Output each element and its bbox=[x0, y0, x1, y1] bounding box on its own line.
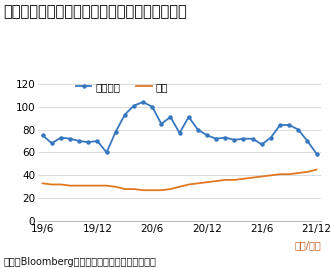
販売件数 bbox=[168, 115, 172, 118]
在庫 bbox=[159, 189, 163, 192]
在庫 bbox=[86, 184, 90, 187]
販売件数 bbox=[41, 134, 45, 137]
販売件数 bbox=[223, 136, 227, 139]
販売件数 bbox=[242, 137, 246, 140]
在庫 bbox=[314, 168, 318, 171]
販売件数 bbox=[105, 151, 109, 154]
販売件数 bbox=[123, 113, 127, 116]
販売件数 bbox=[95, 139, 99, 143]
在庫 bbox=[242, 177, 246, 180]
販売件数 bbox=[141, 100, 145, 104]
販売件数 bbox=[77, 139, 81, 143]
販売件数 bbox=[287, 123, 291, 126]
Text: 米国新築一戸建て住宅販売件数と在庫（万件）: 米国新築一戸建て住宅販売件数と在庫（万件） bbox=[3, 4, 187, 19]
在庫 bbox=[168, 187, 172, 191]
在庫 bbox=[269, 174, 273, 177]
在庫 bbox=[223, 178, 227, 181]
在庫 bbox=[251, 176, 255, 179]
在庫 bbox=[205, 181, 209, 184]
販売件数 bbox=[177, 131, 181, 135]
販売件数 bbox=[278, 123, 282, 126]
販売件数 bbox=[68, 137, 72, 140]
在庫 bbox=[260, 175, 264, 178]
在庫 bbox=[177, 185, 181, 188]
在庫 bbox=[141, 189, 145, 192]
在庫 bbox=[232, 178, 236, 181]
在庫 bbox=[306, 170, 309, 173]
在庫 bbox=[150, 189, 154, 192]
Line: 在庫: 在庫 bbox=[43, 170, 316, 190]
在庫 bbox=[114, 185, 118, 188]
販売件数 bbox=[159, 122, 163, 125]
販売件数 bbox=[260, 143, 264, 146]
販売件数 bbox=[232, 138, 236, 142]
販売件数 bbox=[314, 152, 318, 155]
在庫 bbox=[77, 184, 81, 187]
在庫 bbox=[50, 183, 54, 186]
在庫 bbox=[105, 184, 109, 187]
販売件数 bbox=[114, 130, 118, 133]
Text: （年/月）: （年/月） bbox=[294, 240, 321, 250]
販売件数 bbox=[86, 140, 90, 144]
販売件数 bbox=[187, 115, 191, 118]
在庫 bbox=[278, 173, 282, 176]
在庫 bbox=[123, 187, 127, 191]
在庫 bbox=[41, 182, 45, 185]
Line: 販売件数: 販売件数 bbox=[41, 100, 318, 155]
販売件数 bbox=[196, 128, 200, 131]
在庫 bbox=[132, 187, 136, 191]
販売件数 bbox=[306, 139, 309, 143]
販売件数 bbox=[150, 105, 154, 108]
販売件数 bbox=[214, 137, 218, 140]
販売件数 bbox=[132, 104, 136, 107]
販売件数 bbox=[205, 134, 209, 137]
在庫 bbox=[196, 182, 200, 185]
在庫 bbox=[59, 183, 63, 186]
在庫 bbox=[287, 173, 291, 176]
Legend: 販売件数, 在庫: 販売件数, 在庫 bbox=[71, 77, 172, 96]
在庫 bbox=[296, 172, 300, 175]
販売件数 bbox=[59, 136, 63, 139]
在庫 bbox=[68, 184, 72, 187]
在庫 bbox=[187, 183, 191, 186]
在庫 bbox=[214, 180, 218, 183]
販売件数 bbox=[251, 137, 255, 140]
Text: 出所：Bloombergのデータをもとに東洋証券作成: 出所：Bloombergのデータをもとに東洋証券作成 bbox=[3, 257, 156, 267]
在庫 bbox=[95, 184, 99, 187]
販売件数 bbox=[269, 136, 273, 139]
販売件数 bbox=[50, 142, 54, 145]
販売件数 bbox=[296, 128, 300, 131]
